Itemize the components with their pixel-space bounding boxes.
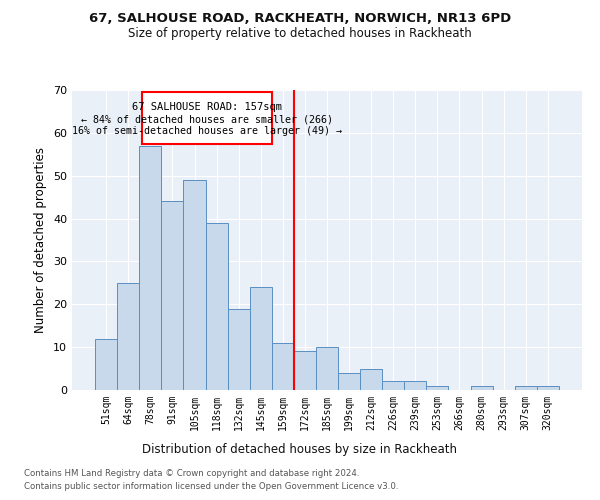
Text: 67 SALHOUSE ROAD: 157sqm: 67 SALHOUSE ROAD: 157sqm (131, 102, 281, 112)
Text: Distribution of detached houses by size in Rackheath: Distribution of detached houses by size … (143, 442, 458, 456)
Bar (427, 386, 448, 390)
Text: 16% of semi-detached houses are larger (49) →: 16% of semi-detached houses are larger (… (71, 126, 341, 136)
Bar (404, 382, 427, 390)
Bar (515, 386, 537, 390)
Bar (117, 283, 139, 390)
Bar (537, 386, 559, 390)
Text: Contains HM Land Registry data © Crown copyright and database right 2024.: Contains HM Land Registry data © Crown c… (24, 468, 359, 477)
Bar (470, 386, 493, 390)
FancyBboxPatch shape (142, 92, 272, 144)
Bar (338, 373, 360, 390)
Bar (227, 308, 250, 390)
Bar (294, 352, 316, 390)
Text: 67, SALHOUSE ROAD, RACKHEATH, NORWICH, NR13 6PD: 67, SALHOUSE ROAD, RACKHEATH, NORWICH, N… (89, 12, 511, 26)
Y-axis label: Number of detached properties: Number of detached properties (34, 147, 47, 333)
Bar (184, 180, 206, 390)
Bar (139, 146, 161, 390)
Bar (206, 223, 227, 390)
Text: Size of property relative to detached houses in Rackheath: Size of property relative to detached ho… (128, 28, 472, 40)
Bar (250, 287, 272, 390)
Text: ← 84% of detached houses are smaller (266): ← 84% of detached houses are smaller (26… (80, 114, 332, 124)
Bar (382, 382, 404, 390)
Text: Contains public sector information licensed under the Open Government Licence v3: Contains public sector information licen… (24, 482, 398, 491)
Bar (360, 368, 382, 390)
Bar (272, 343, 294, 390)
Bar (161, 202, 184, 390)
Bar (95, 338, 117, 390)
Bar (316, 347, 338, 390)
